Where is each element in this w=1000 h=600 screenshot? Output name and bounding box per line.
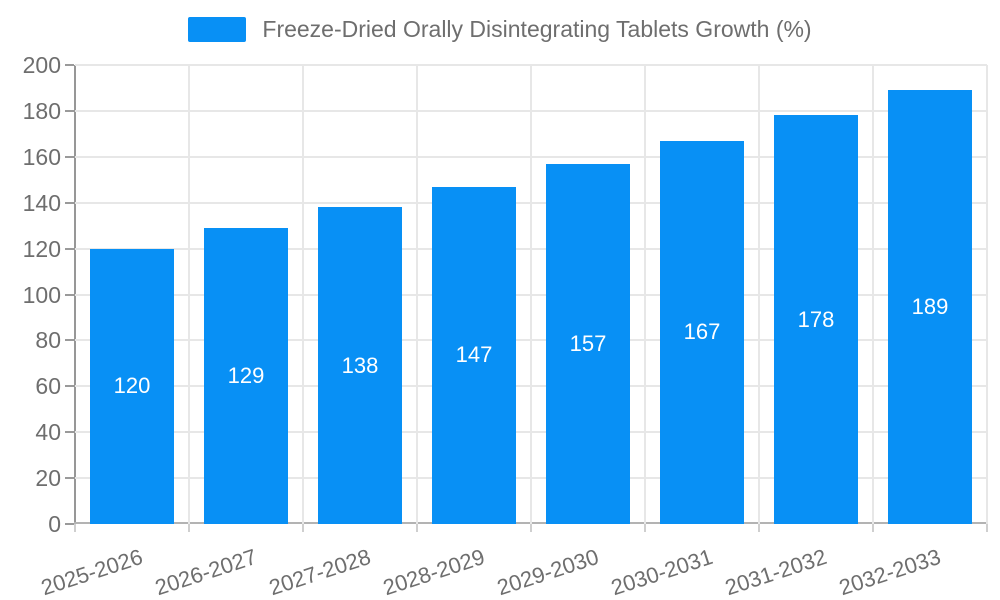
y-tick-mark bbox=[65, 477, 74, 480]
plot-area: 0 20 40 60 80 100 120 140 160 180 200 120 2025-2026 1… bbox=[23, 52, 988, 600]
bar[interactable]: 178 bbox=[774, 115, 858, 524]
x-gridline bbox=[188, 65, 190, 524]
bar-value-label: 138 bbox=[341, 352, 379, 378]
y-tick-mark bbox=[65, 247, 74, 250]
y-tick-mark bbox=[65, 201, 74, 204]
bar[interactable]: 167 bbox=[660, 140, 744, 524]
bar-value-label: 189 bbox=[911, 294, 949, 320]
bar-value-label: 120 bbox=[113, 373, 151, 399]
bar[interactable]: 129 bbox=[204, 227, 288, 524]
x-tick-mark bbox=[986, 524, 988, 532]
y-tick-label: 60 bbox=[35, 373, 61, 400]
bar-value-label: 147 bbox=[455, 342, 493, 368]
x-gridline bbox=[986, 65, 988, 524]
y-tick-mark bbox=[65, 64, 74, 66]
bar[interactable]: 138 bbox=[318, 207, 402, 524]
y-tick-label: 40 bbox=[35, 419, 61, 446]
x-gridline bbox=[416, 65, 418, 524]
bar[interactable]: 189 bbox=[888, 90, 972, 524]
x-tick-mark bbox=[530, 524, 532, 532]
x-tick-mark bbox=[758, 524, 760, 532]
bar-value-label: 129 bbox=[227, 362, 265, 388]
y-tick-label: 160 bbox=[22, 143, 61, 170]
y-tick-mark bbox=[65, 523, 74, 525]
x-tick-mark bbox=[74, 524, 76, 532]
x-tick-mark bbox=[872, 524, 874, 532]
y-tick-label: 100 bbox=[22, 281, 61, 308]
legend-swatch[interactable] bbox=[188, 17, 247, 42]
y-tick-mark bbox=[65, 155, 74, 158]
y-tick-label: 80 bbox=[35, 327, 61, 354]
y-tick-mark bbox=[65, 293, 74, 296]
legend[interactable]: Freeze-Dried Orally Disintegrating Table… bbox=[0, 16, 1000, 43]
x-gridline bbox=[872, 65, 874, 524]
bar[interactable]: 120 bbox=[90, 248, 174, 524]
y-tick-label: 140 bbox=[22, 189, 61, 216]
x-gridline bbox=[530, 65, 532, 524]
y-tick-label: 120 bbox=[22, 235, 61, 262]
y-tick-mark bbox=[65, 339, 74, 342]
x-gridline bbox=[302, 65, 304, 524]
y-tick-mark bbox=[65, 385, 74, 388]
bar-value-label: 157 bbox=[569, 330, 607, 356]
y-tick-label: 200 bbox=[22, 52, 61, 78]
y-tick-label: 180 bbox=[22, 97, 61, 124]
legend-label: Freeze-Dried Orally Disintegrating Table… bbox=[262, 16, 812, 42]
y-tick-mark bbox=[65, 431, 74, 434]
y-tick-label: 0 bbox=[48, 511, 61, 537]
x-tick-mark bbox=[302, 524, 304, 532]
x-gridline bbox=[758, 65, 760, 524]
bar-value-label: 167 bbox=[683, 319, 721, 345]
y-axis-line bbox=[74, 65, 76, 532]
x-tick-mark bbox=[188, 524, 190, 532]
x-tick-mark bbox=[416, 524, 418, 532]
y-tick-mark bbox=[65, 109, 74, 112]
bar-value-label: 178 bbox=[797, 306, 835, 332]
y-tick-label: 20 bbox=[35, 465, 61, 492]
x-tick-mark bbox=[644, 524, 646, 532]
x-gridline bbox=[644, 65, 646, 524]
bar[interactable]: 147 bbox=[432, 186, 516, 524]
bar[interactable]: 157 bbox=[546, 163, 630, 524]
